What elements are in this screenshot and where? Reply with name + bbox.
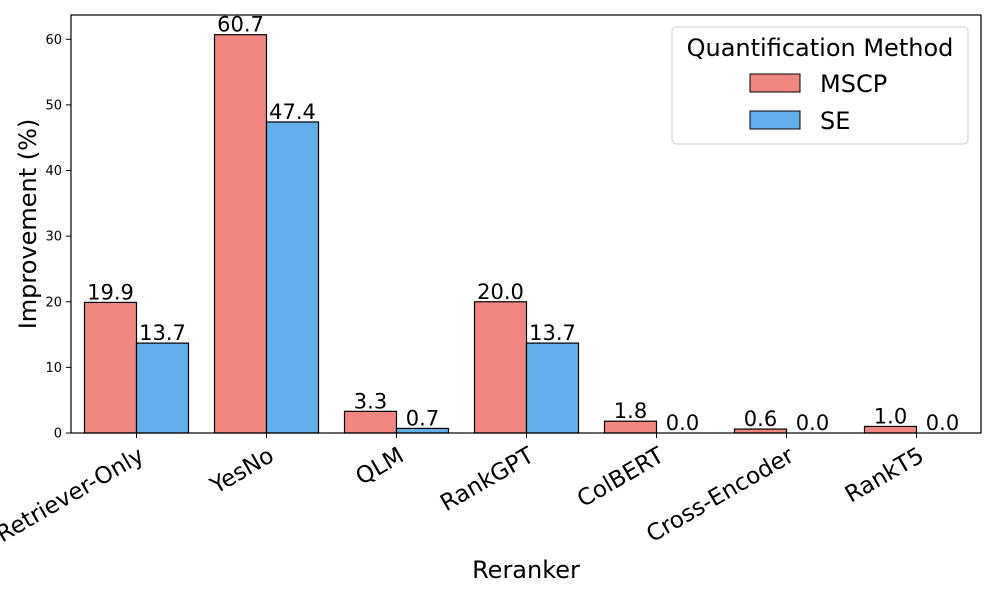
y-axis-title: Improvement (%) xyxy=(14,119,42,330)
y-tick-label: 50 xyxy=(45,98,62,113)
data-label-se-qlm: 0.7 xyxy=(406,406,439,430)
y-axis: 0 10 20 30 40 50 60 xyxy=(45,33,71,442)
bar-mscp-yesno xyxy=(213,34,268,434)
legend-swatch-se xyxy=(749,110,801,130)
bar-se-yesno xyxy=(265,121,320,434)
bar-mscp-rankgpt xyxy=(473,301,528,434)
data-label-mscp-yesno: 60.7 xyxy=(217,13,264,37)
x-tick-label-qlm: QLM xyxy=(352,443,409,491)
bar-mscp-retriever-only xyxy=(83,301,138,434)
x-tick-label-rankgpt: RankGPT xyxy=(436,442,539,517)
data-label-se-yesno: 47.4 xyxy=(269,100,316,124)
bar-se-retriever-only xyxy=(135,342,190,434)
legend-box xyxy=(671,26,969,145)
data-label-mscp-retriever-only: 19.9 xyxy=(87,280,134,304)
x-tick-label-yesno: YesNo xyxy=(205,443,278,500)
legend-title: Quantification Method xyxy=(687,34,954,62)
legend-swatch-mscp xyxy=(749,73,801,93)
bars-layer xyxy=(83,34,918,434)
y-tick-label: 0 xyxy=(54,427,62,442)
data-label-mscp-rankt5: 1.0 xyxy=(874,404,907,428)
bar-mscp-qlm xyxy=(343,410,398,434)
y-tick-label: 20 xyxy=(45,295,62,310)
y-tick-label: 10 xyxy=(45,361,62,376)
x-tick-label-cross-encoder: Cross-Encoder xyxy=(642,442,799,547)
y-tick-label: 40 xyxy=(45,164,62,179)
data-label-mscp-cross-encoder: 0.6 xyxy=(744,407,777,431)
data-label-se-rankt5: 0.0 xyxy=(926,411,959,435)
data-label-mscp-colbert: 1.8 xyxy=(614,399,647,423)
legend-label-se: SE xyxy=(820,107,850,135)
x-tick-label-retriever-only: Retriever-Only xyxy=(0,443,149,548)
y-tick-label: 30 xyxy=(45,230,62,245)
legend-label-mscp: MSCP xyxy=(820,70,887,98)
data-label-mscp-rankgpt: 20.0 xyxy=(477,280,524,304)
x-tick-label-rankt5: RankT5 xyxy=(841,443,929,509)
bar-se-rankgpt xyxy=(525,342,580,434)
data-label-se-colbert: 0.0 xyxy=(666,411,699,435)
x-tick-label-colbert: ColBERT xyxy=(573,442,669,513)
data-label-se-retriever-only: 13.7 xyxy=(139,321,186,345)
data-label-se-cross-encoder: 0.0 xyxy=(796,411,829,435)
y-tick-label: 60 xyxy=(45,33,62,48)
legend: Quantification Method MSCP SE xyxy=(671,26,969,145)
x-axis: Retriever-Only YesNo QLM RankGPT ColBERTCros… xyxy=(0,433,929,548)
data-labels-layer: 19.913.760.747.43.30.720.013.71.8 0.0 0.6 0… xyxy=(87,13,959,435)
data-label-mscp-qlm: 3.3 xyxy=(354,389,387,413)
x-axis-title: Reranker xyxy=(472,556,580,584)
data-label-se-rankgpt: 13.7 xyxy=(529,321,576,345)
